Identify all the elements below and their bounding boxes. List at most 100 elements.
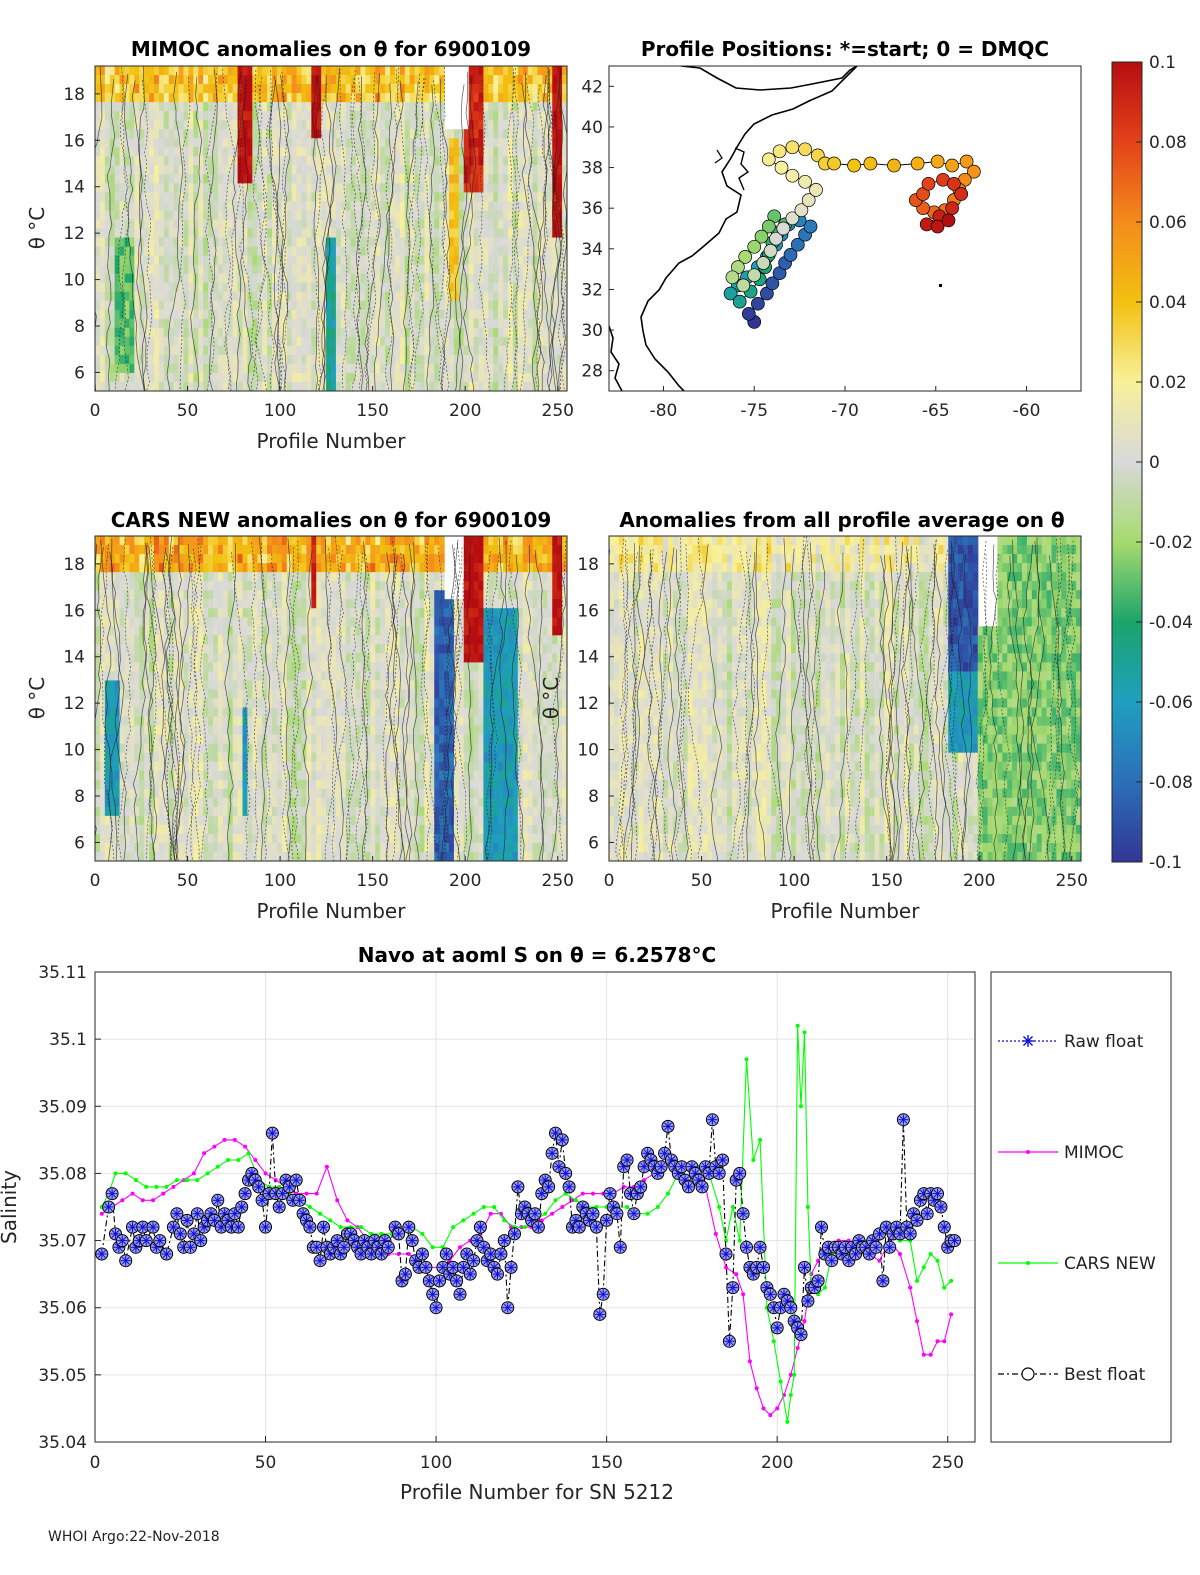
heatmap-cell xyxy=(390,228,396,239)
heatmap-cell xyxy=(326,237,332,248)
heatmap-cell xyxy=(301,255,308,266)
heatmap-cell xyxy=(473,102,480,112)
heatmap-cell xyxy=(409,183,416,193)
heatmap-cell xyxy=(385,300,391,311)
heatmap-cell xyxy=(129,138,135,148)
heatmap-cell xyxy=(158,210,165,221)
heatmap-cell xyxy=(95,761,101,772)
heatmap-cell xyxy=(321,282,327,293)
heatmap-cell xyxy=(99,743,106,754)
heatmap-cell xyxy=(203,381,209,391)
heatmap-cell xyxy=(527,372,534,383)
heatmap-cell xyxy=(203,590,209,600)
heatmap-cell xyxy=(272,102,278,112)
heatmap-cell xyxy=(311,282,317,293)
heatmap-cell xyxy=(424,345,430,356)
heatmap-cell xyxy=(114,626,121,636)
heatmap-cell xyxy=(139,590,145,600)
heatmap-cell xyxy=(139,129,145,139)
heatmap-cell xyxy=(316,129,322,139)
heatmap-cell xyxy=(365,183,371,193)
heatmap-cell xyxy=(168,671,175,682)
heatmap-cell xyxy=(557,111,563,121)
heatmap-cell xyxy=(306,336,312,347)
heatmap-cell xyxy=(232,318,239,329)
heatmap-cell xyxy=(149,327,155,338)
heatmap-cell xyxy=(375,336,381,347)
heatmap-cell xyxy=(370,354,376,365)
heatmap-cell xyxy=(542,66,548,76)
heatmap-cell xyxy=(208,309,214,320)
heatmap-cell xyxy=(458,201,465,212)
heatmap-cell xyxy=(483,336,489,347)
heatmap-cell xyxy=(208,743,214,754)
heatmap-cell xyxy=(478,210,485,221)
heatmap-cell xyxy=(247,354,253,365)
heatmap-cell xyxy=(321,255,327,266)
heatmap-cell xyxy=(557,192,563,203)
heatmap-cell xyxy=(247,806,253,817)
heatmap-cell xyxy=(272,363,278,374)
heatmap-cell xyxy=(104,590,111,600)
profile-position-marker xyxy=(763,243,778,258)
heatmap-cell xyxy=(99,617,106,627)
heatmap-cell xyxy=(286,102,293,112)
heatmap-cell xyxy=(213,237,219,248)
heatmap-cell xyxy=(512,75,519,85)
heatmap-cell xyxy=(178,617,185,627)
heatmap-cell xyxy=(488,381,494,391)
heatmap-cell xyxy=(247,327,253,338)
heatmap-cell xyxy=(380,111,386,121)
heatmap-cell xyxy=(527,291,534,302)
heatmap-cell xyxy=(517,66,524,76)
heatmap-cell xyxy=(291,363,298,374)
heatmap-cell xyxy=(468,354,475,365)
heatmap-cell xyxy=(183,806,190,817)
heatmap-cell xyxy=(350,291,357,302)
heatmap-cell xyxy=(394,318,401,329)
heatmap-cell xyxy=(163,842,170,853)
heatmap-cell xyxy=(99,237,106,248)
heatmap-cell xyxy=(99,264,106,275)
heatmap-cell xyxy=(281,165,288,175)
heatmap-cell xyxy=(272,806,278,817)
heatmap-cell xyxy=(335,210,342,221)
heatmap-cell xyxy=(144,689,150,700)
heatmap-cell xyxy=(286,201,293,212)
heatmap-cell xyxy=(173,138,180,148)
heatmap-cell xyxy=(478,165,485,175)
heatmap-cell xyxy=(267,653,273,663)
heatmap-cell xyxy=(562,192,567,203)
heatmap-cell xyxy=(262,147,268,157)
profile-position-marker xyxy=(827,156,841,171)
heatmap-cell xyxy=(129,590,135,600)
heatmap-cell xyxy=(527,273,534,284)
heatmap-cell xyxy=(104,671,111,682)
heatmap-cell xyxy=(380,381,386,391)
heatmap-cell xyxy=(109,264,116,275)
heatmap-cell xyxy=(134,228,140,239)
heatmap-cell xyxy=(434,174,440,184)
heatmap-cell xyxy=(247,707,253,718)
heatmap-cell xyxy=(119,246,126,257)
heatmap-cell xyxy=(208,779,214,790)
profile-position-marker xyxy=(732,294,747,309)
heatmap-cell xyxy=(158,797,165,808)
heatmap-cell xyxy=(173,734,180,745)
contour-line xyxy=(519,78,535,391)
heatmap-cell xyxy=(345,129,352,139)
heatmap-cell xyxy=(527,246,534,257)
heatmap-cell xyxy=(198,554,204,564)
heatmap-cell xyxy=(252,372,258,383)
heatmap-cell xyxy=(385,237,391,248)
heatmap-cell xyxy=(119,201,126,212)
heatmap-cell xyxy=(173,617,180,627)
heatmap-cell xyxy=(532,192,539,203)
heatmap-cell xyxy=(124,608,131,618)
heatmap-cell xyxy=(109,111,116,121)
heatmap-cell xyxy=(193,66,199,76)
heatmap-cell xyxy=(272,563,278,573)
heatmap-cell xyxy=(124,806,131,817)
heatmap-cell xyxy=(365,120,371,130)
heatmap-cell xyxy=(503,381,509,391)
